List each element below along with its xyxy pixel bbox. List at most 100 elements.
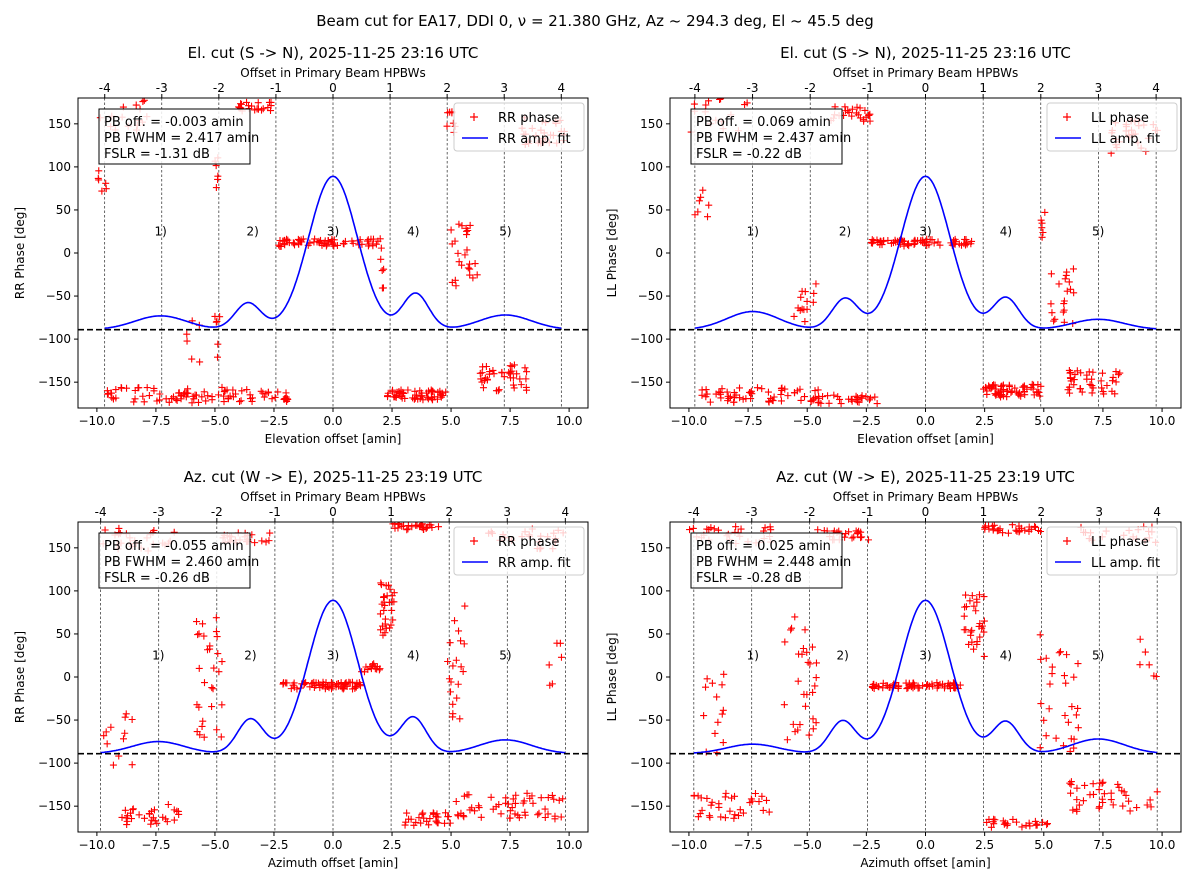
phase-point [489,805,497,813]
phase-point [403,809,411,817]
top-tick-label: -4 [689,81,701,95]
phase-point [719,739,727,747]
phase-point [381,620,389,628]
phase-point [703,675,711,683]
phase-point [508,367,516,375]
phase-point [411,387,419,395]
phase-point [196,358,204,366]
phase-point [268,395,276,403]
phase-point [159,813,167,821]
phase-point [1015,522,1023,530]
x-tick-label: 10.0 [1149,838,1176,852]
top-tick-label: -4 [688,505,700,519]
phase-point [449,662,457,670]
phase-point [853,103,861,111]
panel-title: Az. cut (W -> E), 2025-11-25 23:19 UTC [776,468,1075,486]
phase-point [280,679,288,687]
phase-point [364,236,372,244]
phase-point [1097,377,1105,385]
phase-point [866,110,874,118]
phase-point [175,810,183,818]
phase-point [535,809,543,817]
phase-point [1034,388,1042,396]
phase-point [777,397,785,405]
phase-point [507,368,515,376]
phase-point [479,363,487,371]
phase-point [386,585,394,593]
phase-point [555,796,563,804]
phase-point [466,221,474,229]
phase-point [1074,704,1082,712]
phase-point [459,668,467,676]
info-line: FSLR = -0.28 dB [696,571,802,586]
phase-point [758,385,766,393]
phase-point [824,392,832,400]
phase-point [1075,801,1083,809]
phase-point [384,393,392,401]
y-tick-label: 0 [655,670,663,684]
phase-point [1099,388,1107,396]
phase-point [377,244,385,252]
phase-point [967,631,975,639]
phase-point [781,638,789,646]
top-tick-label: -1 [269,505,281,519]
top-tick-label: 0 [922,81,930,95]
phase-point [1088,389,1096,397]
phase-point [718,681,726,689]
phase-point [1089,780,1097,788]
phase-point [364,242,372,250]
phase-point [703,390,711,398]
phase-point [260,393,268,401]
phase-point [697,794,705,802]
phase-point [770,393,778,401]
phase-point [905,681,913,689]
phase-point [195,703,203,711]
phase-point [784,392,792,400]
phase-point [310,683,318,691]
phase-point [879,237,887,245]
top-tick-label: -3 [747,81,759,95]
phase-point [514,811,522,819]
phase-point [789,720,797,728]
phase-point [212,614,220,622]
legend-frame [453,102,585,152]
region-label: 2) [837,648,849,662]
phase-point [238,100,246,108]
phase-point [376,610,384,618]
phase-point [873,400,881,408]
phase-point [1027,525,1035,533]
phase-point [1070,289,1078,297]
phase-point [1122,791,1130,799]
phase-point [690,100,698,108]
phase-point [432,817,440,825]
phase-point [716,390,724,398]
phase-point [425,821,433,829]
phase-point [170,816,178,824]
phase-point [1099,369,1107,377]
phase-point [777,391,785,399]
phase-point [736,806,744,814]
phase-point [487,793,495,801]
phase-point [705,201,713,209]
phase-point [377,581,385,589]
phase-point [254,99,262,107]
phase-point [998,382,1006,390]
phase-point [412,818,420,826]
x-tick-label: 7.5 [1093,414,1112,428]
phase-point [208,684,216,692]
x-tick-label: −7.5 [733,414,762,428]
info-box-frame [98,532,251,589]
x-tick-label: −10.0 [78,838,115,852]
phase-point [730,389,738,397]
phase-point [372,240,380,248]
phase-point [512,791,520,799]
phase-point [401,821,409,829]
phase-point [1114,780,1122,788]
phase-point [200,733,208,741]
legend-label: LL phase [1091,535,1149,550]
panel-rr-azimuth: 1) 2) 3) 4) 5) −10.0 −7.5 −5.0 −2.5 0.0 2.5 5.0 7.5 1… [13,468,589,870]
phase-point [1116,369,1124,377]
phase-point [702,101,710,109]
phase-point [799,645,807,652]
phase-point [788,624,796,632]
